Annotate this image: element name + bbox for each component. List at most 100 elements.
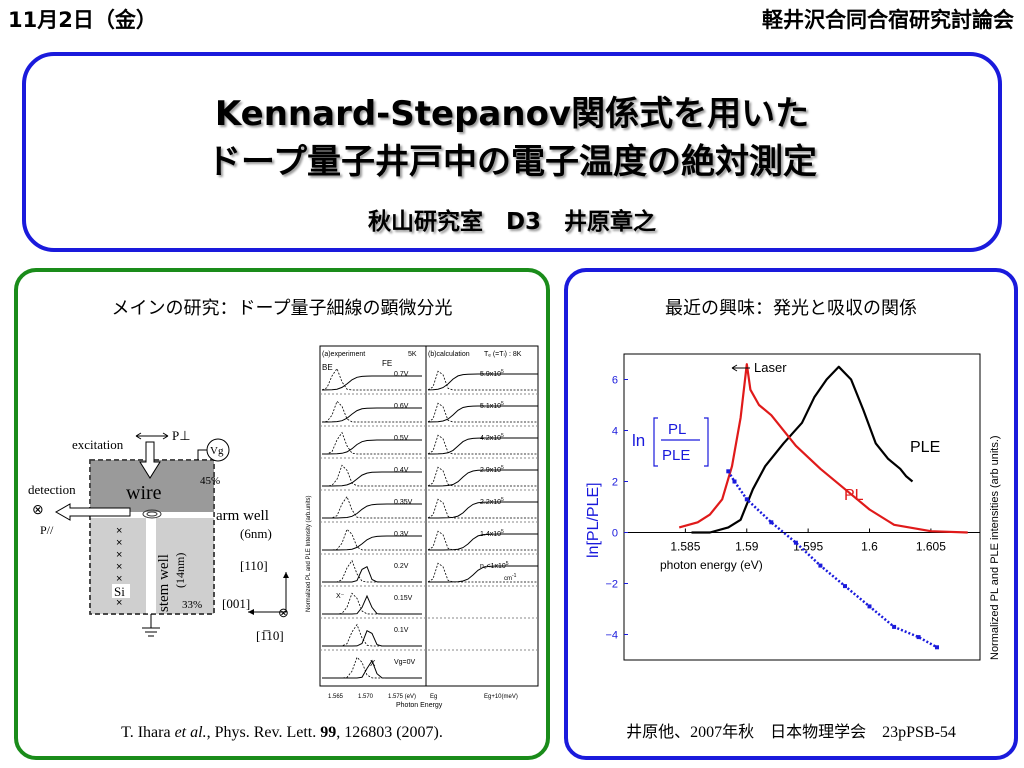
x-tick-label: 1.6 [861, 540, 878, 554]
calc-pl-curve [427, 530, 538, 551]
chart-frame [623, 353, 981, 661]
spectra-ylabel: Normalized PL and PLE Intensity (arb.uni… [306, 495, 312, 612]
calc-pl-curve [427, 402, 538, 423]
ratio-point [726, 469, 731, 474]
voltage-label: 0.7V [394, 371, 409, 378]
ratio-point [916, 635, 921, 640]
ratio-series-line [727, 470, 938, 649]
exp-pl-curve [321, 367, 422, 391]
title-box: Kennard-Stepanov関係式を用いた ドープ量子井戸中の電子温度の絶対… [22, 52, 1002, 252]
exp-ple-curve [322, 659, 422, 679]
density-exponent: 5 [501, 497, 504, 503]
wire-label: wire [126, 482, 162, 504]
x-tick-label: 1.605 [916, 540, 946, 554]
ratio-ln: ln [632, 431, 645, 450]
col-a-title: (a)experiment [322, 351, 365, 358]
dir-1m10-label: [1̅10] [256, 628, 284, 643]
p-perp-label: P⊥ [172, 428, 191, 443]
tick-b-1: Eg [430, 694, 437, 700]
exp-pl-curve [322, 592, 422, 615]
device-schematic: excitation P⊥ Vg 45% wire detection ⊗ P/… [28, 428, 289, 643]
vg-label: Vg [210, 445, 224, 457]
y-tick-label: 2 [612, 477, 618, 489]
density-value: 2.9x10 [480, 467, 501, 474]
calc-ple-curve [428, 533, 538, 551]
exp-ple-curve [322, 535, 422, 551]
right-panel-heading: 最近の興味：発光と吸収の関係 [665, 298, 917, 319]
axis-cross-icon: ⊗ [278, 605, 289, 620]
tick-b-2: Eg+10(meV) [484, 694, 518, 700]
calc-ple-curve [428, 501, 538, 519]
axis-arrows-icon [248, 572, 287, 613]
cite-pages: , 126803 (2007). [336, 724, 443, 741]
voltage-label: 0.4V [394, 467, 409, 474]
left-panel-heading: メインの研究：ドープ量子細線の顕微分光 [111, 298, 453, 319]
density-exponent: 5 [501, 529, 504, 535]
calc-ple-curve [427, 405, 538, 423]
spectra-xlabel: Photon Energy [396, 702, 443, 709]
wire-percent: 45% [200, 475, 220, 487]
voltage-label: 0.6V [394, 403, 409, 410]
arm-well-layer [90, 512, 214, 518]
stem-well-label: stem well [156, 554, 172, 612]
cite-authors: T. Ihara [121, 724, 171, 741]
arm-width-label: (6nm) [240, 526, 272, 541]
detection-label: detection [28, 482, 76, 497]
density-exponent: 5 [506, 561, 509, 567]
p-par-label: P// [40, 523, 54, 537]
voltage-label: 0.15V [394, 595, 413, 602]
left-figures: excitation P⊥ Vg 45% wire detection ⊗ P/… [28, 345, 539, 709]
voltage-label: 0.5V [394, 435, 409, 442]
tick-a-1: 1.565 [328, 694, 344, 700]
title-line-1: Kennard-Stepanov関係式を用いた [214, 94, 810, 134]
col-b-title: (b)calculation [428, 351, 470, 358]
density-unit: cm-1 [504, 573, 517, 582]
ratio-num: PL [668, 421, 686, 438]
ratio-point [793, 540, 798, 545]
ratio-formula: ln PL PLE [632, 417, 709, 467]
left-panel: メインの研究：ドープ量子細線の顕微分光 excitation P⊥ Vg 45%… [14, 268, 550, 760]
exp-pl-curve [322, 656, 422, 679]
density-label: 1.4x105 [480, 529, 504, 538]
voltage-label: Vg=0V [394, 659, 416, 666]
y-tick-label: 0 [612, 528, 618, 540]
right-citation: 井原他、2007年秋 日本物理学会 23pPSB-54 [626, 724, 956, 741]
y-tick-label: −2 [605, 579, 618, 591]
left-citation: T. Ihara et al., Phys. Rev. Lett. 99, 12… [18, 724, 546, 742]
y-tick-label: 6 [612, 375, 618, 387]
exp-ple-curve [322, 565, 422, 583]
exp-ple-curve [322, 594, 422, 615]
excitation-label: excitation [72, 437, 124, 452]
fe-label: FE [382, 359, 392, 368]
si-dopant-marks: ××× ××× [116, 525, 122, 609]
exp-pl-curve [322, 495, 422, 519]
stem-percent: 33% [182, 599, 202, 611]
density-exponent: 5 [501, 369, 504, 375]
exp-ple-curve [322, 439, 422, 455]
svg-text:×: × [116, 573, 122, 585]
svg-text:×: × [116, 537, 122, 549]
density-exponent: 5 [501, 401, 504, 407]
col-a-temp: 5K [408, 351, 417, 358]
calc-ple-curve [428, 469, 538, 487]
svg-text:×: × [116, 525, 122, 537]
left-ylabel: ln[PL/PLE] [585, 482, 602, 558]
exp-pl-curve [321, 431, 422, 455]
dir-001-label: [001] [222, 596, 250, 611]
calc-ple-curve [427, 373, 538, 391]
col-b-temp: Tₑ (=Tₗ) : 8K [484, 351, 522, 358]
ratio-point [769, 520, 774, 525]
density-label: 2.9x105 [480, 465, 504, 474]
ple-label: PLE [910, 439, 940, 456]
cite-volume: 99 [320, 724, 337, 741]
density-exponent: 5 [501, 465, 504, 471]
date-header: 11月2日（金） [8, 8, 157, 32]
cite-journal: , Phys. Rev. Lett. [206, 724, 321, 741]
density-unit-exp: -1 [512, 573, 517, 579]
pl-series-line [678, 363, 968, 534]
tick-a-2: 1.570 [358, 694, 374, 700]
spectra-figure: (a)experiment 5K (b)calculation Tₑ (=Tₗ)… [306, 345, 539, 709]
calc-pl-curve [427, 466, 538, 487]
exp-ple-curve [321, 375, 422, 391]
voltage-label: 0.2V [394, 563, 409, 570]
